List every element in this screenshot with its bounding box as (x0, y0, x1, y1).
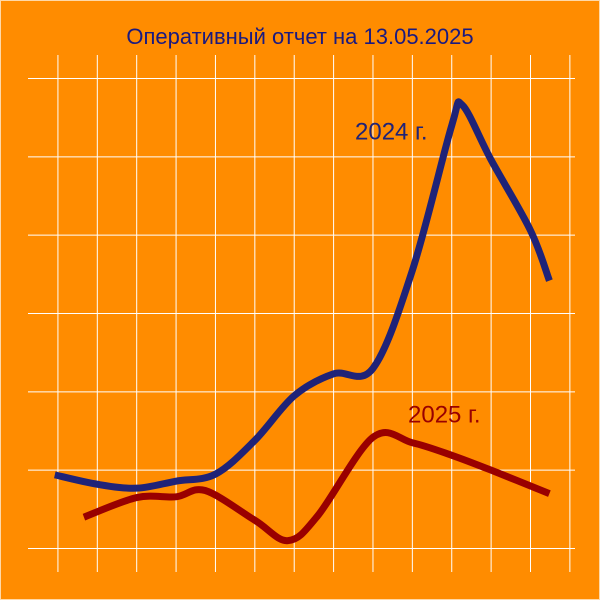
series-line (54, 98, 553, 492)
chart-title: Оперативный отчет на 13.05.2025 (126, 24, 473, 49)
series-label: 2025 г. (408, 401, 481, 428)
series-label: 2024 г. (355, 118, 428, 145)
series-line (82, 429, 551, 545)
